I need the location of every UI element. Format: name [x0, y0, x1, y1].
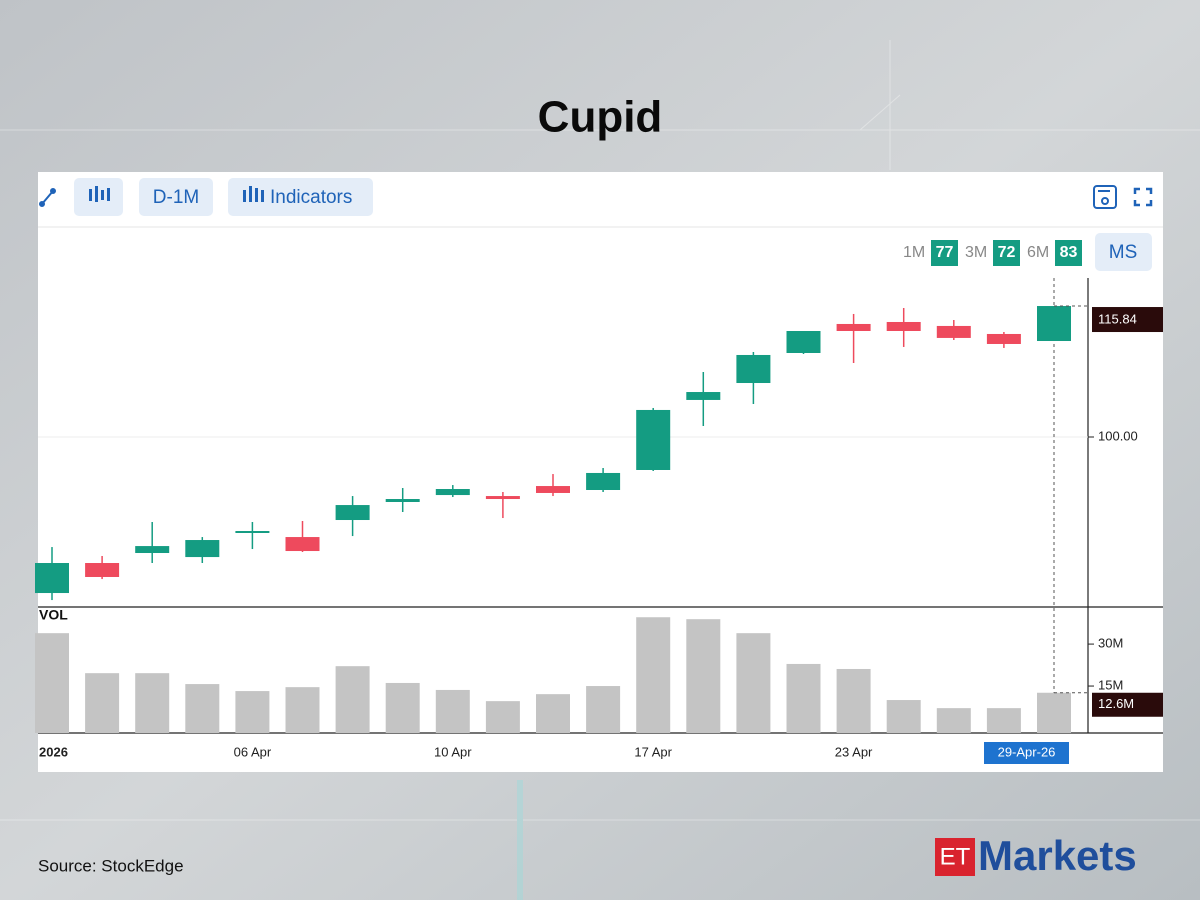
candle-body — [135, 546, 170, 554]
volume-bar — [636, 617, 671, 733]
candle-body — [185, 540, 220, 558]
fullscreen-icon[interactable] — [1133, 187, 1153, 207]
last-volume-label: 12.6M — [1098, 696, 1134, 711]
volume-bar — [736, 633, 771, 733]
logo-et: ET — [940, 843, 971, 870]
volume-bar — [886, 700, 921, 733]
volume-bar — [185, 684, 220, 733]
logo-et-box — [935, 838, 975, 876]
volume-bar — [1037, 692, 1071, 733]
ms-button[interactable] — [1095, 233, 1152, 271]
candle-body — [786, 331, 821, 353]
indicators-label: Indicators — [270, 187, 352, 208]
source-note: Source: StockEdge — [38, 856, 184, 875]
indicators-button[interactable] — [228, 178, 373, 216]
background-decoration — [0, 40, 1200, 900]
rating-period: 6M — [1027, 244, 1049, 261]
toolbar: D-1M Indicators — [39, 178, 1153, 216]
chart-card — [38, 172, 1163, 772]
volume-bar — [485, 701, 520, 733]
y-tick-label: 15M — [1098, 677, 1123, 692]
interval-button[interactable] — [139, 178, 213, 216]
last-price-label: 115.84 — [1098, 311, 1137, 326]
x-tick-label: 23 Apr — [835, 744, 873, 759]
last-volume-box — [1092, 692, 1163, 717]
rating-value: 83 — [1060, 244, 1078, 261]
volume-bar — [35, 633, 69, 733]
ms-label: MS — [1109, 242, 1138, 263]
volume-bar — [536, 694, 570, 733]
candle-icon — [89, 186, 110, 202]
candle-body — [485, 496, 520, 500]
candle-body — [235, 531, 270, 533]
crosshair-date-box — [984, 742, 1069, 764]
candle-body — [385, 499, 420, 502]
volume-bar — [135, 673, 170, 733]
interval-label: D-1M — [153, 187, 199, 208]
candle-body — [435, 489, 470, 496]
plot: 100.00 2026 06 Apr 10 Apr 17 Apr 23 Apr 29-Apr… — [35, 278, 1163, 764]
chart-type-button[interactable] — [74, 178, 123, 216]
volume-bar — [586, 686, 621, 733]
candle-body — [836, 323, 871, 332]
candle-body — [536, 486, 570, 493]
save-icon[interactable] — [1093, 185, 1117, 209]
x-tick-label: 10 Apr — [434, 744, 472, 759]
candle-body — [736, 354, 771, 384]
rating-box — [993, 240, 1020, 266]
candle-body — [636, 409, 671, 470]
volume-bar — [836, 668, 871, 733]
rating-value: 72 — [998, 244, 1016, 261]
rating-period: 1M — [903, 244, 925, 261]
x-tick-label: 17 Apr — [634, 744, 672, 759]
volume-bar — [686, 619, 721, 733]
volume-bar — [786, 663, 821, 733]
volume-bar — [235, 691, 270, 733]
candle-body — [285, 537, 320, 552]
rating-value: 77 — [936, 244, 954, 261]
indicators-icon — [243, 186, 264, 202]
y-tick-label: 30M — [1098, 636, 1123, 651]
candle-body — [1037, 306, 1071, 342]
candle-body — [686, 392, 721, 400]
candle-body — [986, 333, 1021, 344]
volume-bar — [385, 682, 420, 733]
volume-bar — [285, 687, 320, 733]
ratings: 1M 77 3M 72 6M 83 — [903, 240, 1082, 266]
volume-bar — [435, 689, 470, 733]
candle-body — [586, 472, 621, 491]
rating-box — [1055, 240, 1082, 266]
candle-body — [85, 563, 120, 577]
crosshair-date: 29-Apr-26 — [998, 744, 1056, 759]
x-tick-label: 2026 — [39, 744, 68, 759]
candle-body — [35, 563, 69, 594]
logo-markets: Markets — [978, 832, 1137, 879]
draw-tool-icon[interactable] — [39, 188, 56, 207]
candle-body — [936, 325, 971, 338]
volume-bar — [986, 708, 1021, 733]
page-title: Cupid — [538, 93, 663, 142]
candle-body — [335, 505, 370, 521]
volume-bar — [85, 673, 120, 733]
volume-bar — [936, 708, 971, 733]
candle-body — [886, 321, 921, 332]
x-tick-label: 06 Apr — [234, 744, 272, 759]
volume-title: VOL — [39, 607, 68, 623]
rating-period: 3M — [965, 244, 987, 261]
last-price-box — [1092, 307, 1163, 333]
y-tick-label: 100.00 — [1098, 428, 1138, 443]
volume-bar — [335, 666, 370, 733]
rating-box — [931, 240, 958, 266]
